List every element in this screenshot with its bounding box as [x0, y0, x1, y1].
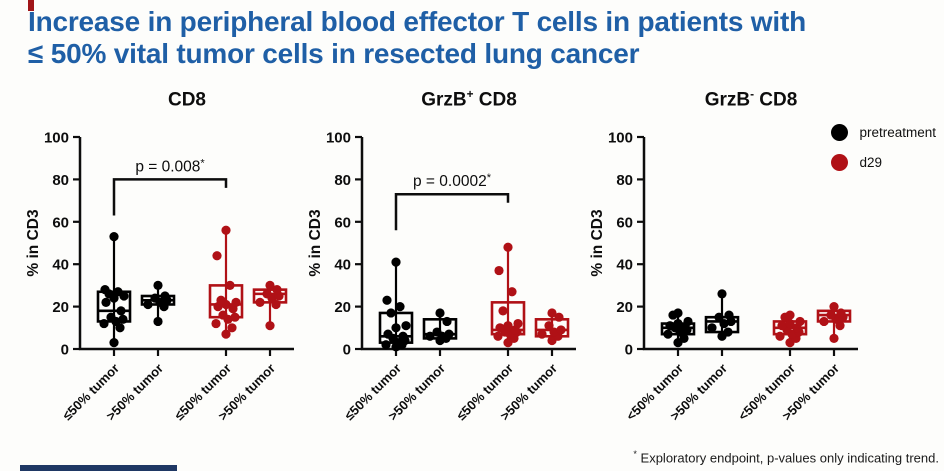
svg-text:40: 40 — [52, 257, 69, 274]
panel-cd8-title: CD8 — [167, 89, 206, 111]
box-group-2 — [208, 226, 244, 340]
svg-text:% in CD3: % in CD3 — [589, 209, 606, 277]
svg-text:% in CD3: % in CD3 — [307, 209, 324, 277]
svg-text:20: 20 — [52, 299, 69, 316]
chart-panels: CD8 0 20 40 60 80 100% in CD3 p = 0.008* ≤50% t… — [22, 88, 868, 453]
box-group-3 — [534, 308, 570, 346]
box-group-3 — [816, 302, 852, 344]
slide-title: Increase in peripheral blood effector T … — [28, 6, 806, 71]
svg-text:80: 80 — [616, 172, 633, 189]
svg-text:80: 80 — [334, 172, 351, 189]
panel-grzb-neg-cd8: GrzB- CD8 0 20 40 60 80 100% in CD3 <50% tumor… — [586, 88, 868, 453]
box-group-2 — [772, 310, 808, 348]
footnote: * Exploratory endpoint, p-values only in… — [633, 448, 939, 465]
svg-text:80: 80 — [52, 172, 69, 189]
svg-text:100: 100 — [44, 130, 69, 147]
panel-grzb-pos-cd8: GrzB+ CD8 0 20 40 60 80 100 % in CD3 p = 0.0002… — [304, 88, 586, 453]
box-group-3 — [252, 281, 288, 331]
panel-grzb-pos-cd8-title: GrzB+ CD8 — [421, 88, 517, 111]
legend: pretreatment d29 — [831, 124, 936, 171]
svg-text:0: 0 — [343, 342, 351, 359]
slide-title-line1: Increase in peripheral blood effector T … — [28, 6, 806, 37]
svg-text:60: 60 — [334, 215, 351, 232]
p-value-bracket — [394, 193, 510, 231]
slide-accent-bar — [20, 465, 177, 471]
svg-text:60: 60 — [52, 215, 69, 232]
box-group-1 — [140, 281, 176, 327]
svg-text:20: 20 — [334, 299, 351, 316]
svg-text:0: 0 — [625, 342, 633, 359]
box-group-0 — [378, 257, 414, 352]
svg-text:100: 100 — [326, 130, 351, 147]
p-value-label: p = 0.0002* — [413, 173, 492, 191]
d29-dot-icon — [831, 154, 849, 171]
box-group-0 — [96, 232, 132, 348]
svg-text:40: 40 — [616, 257, 633, 274]
legend-item-d29: d29 — [831, 154, 936, 171]
legend-label-d29: d29 — [859, 155, 882, 170]
svg-text:100: 100 — [608, 130, 633, 147]
pretreatment-dot-icon — [831, 124, 849, 141]
box-group-2 — [490, 242, 526, 348]
svg-text:20: 20 — [616, 299, 633, 316]
svg-text:40: 40 — [334, 257, 351, 274]
p-value-bracket — [112, 178, 228, 216]
legend-item-pretreatment: pretreatment — [831, 124, 936, 141]
legend-label-pretreatment: pretreatment — [859, 125, 936, 140]
box-group-0 — [660, 308, 696, 348]
box-group-1 — [422, 308, 458, 346]
panel-grzb-neg-cd8-title: GrzB- CD8 — [704, 88, 798, 111]
box-group-1 — [704, 289, 740, 342]
slide-corner-mark — [28, 0, 34, 11]
slide-title-line2: ≤ 50% vital tumor cells in resected lung… — [28, 38, 640, 70]
panel-cd8: CD8 0 20 40 60 80 100% in CD3 p = 0.008* ≤50% t… — [22, 88, 304, 453]
p-value-label: p = 0.008* — [135, 158, 205, 176]
svg-text:60: 60 — [616, 215, 633, 232]
svg-text:0: 0 — [61, 342, 69, 359]
svg-text:% in CD3: % in CD3 — [25, 209, 42, 277]
